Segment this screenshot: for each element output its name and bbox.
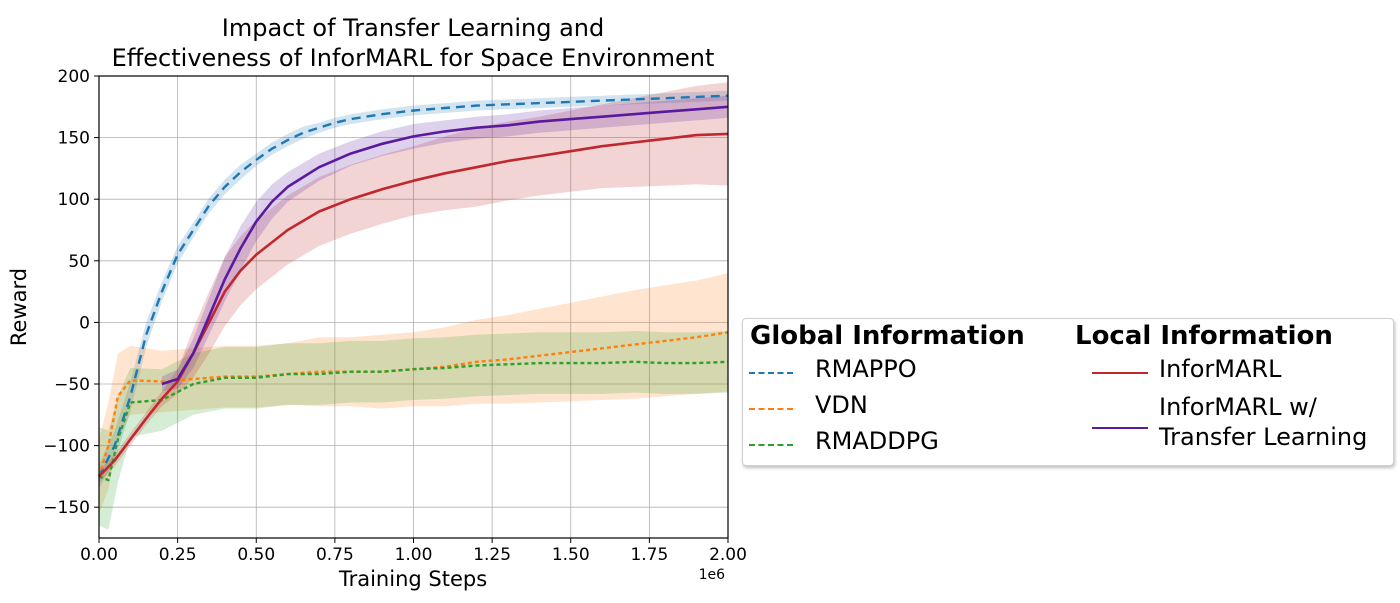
y-tick-label: −100 (43, 437, 90, 457)
y-tick-label: 150 (58, 129, 90, 149)
x-tick-label: 1.50 (552, 545, 590, 565)
x-tick-label: 0.25 (159, 545, 197, 565)
x-offset-label: 1e6 (699, 567, 726, 583)
legend-swatch-informarl (1092, 372, 1148, 374)
x-tick-label: 1.00 (395, 545, 433, 565)
series-line-rmappo (97, 94, 729, 477)
legend-label-informarl-tl-2: Transfer Learning (1159, 423, 1368, 451)
x-tick-label: 0.00 (80, 545, 118, 565)
x-tick-label: 0.75 (316, 545, 354, 565)
legend-label-vdn: VDN (815, 391, 868, 419)
confidence-bands (99, 82, 728, 530)
series-line-informarl-w-transfer-learning (161, 105, 729, 386)
x-tick-label: 1.25 (473, 545, 511, 565)
y-ticks: −150 −100 −50 0 50 100 150 200 (43, 67, 99, 518)
band-informarl (99, 82, 728, 483)
legend-swatch-rmappo (749, 372, 793, 374)
y-tick-label: −150 (43, 498, 90, 518)
x-tick-label: 1.75 (630, 545, 668, 565)
legend-title-local: Local Information (1075, 321, 1333, 351)
chart-title-line1: Impact of Transfer Learning and (222, 14, 605, 42)
y-tick-label: 50 (68, 252, 90, 272)
legend-title-global: Global Information (750, 321, 1025, 351)
x-axis-label: Training Steps (338, 567, 487, 591)
y-axis-label: Reward (7, 268, 31, 346)
legend-swatch-vdn (749, 408, 793, 410)
y-tick-label: 200 (58, 67, 90, 87)
x-ticks: 0.00 0.25 0.50 0.75 1.00 1.25 1.50 1.75 2.00 (80, 538, 747, 565)
y-tick-label: −50 (54, 375, 90, 395)
y-tick-label: 0 (79, 313, 90, 333)
band-informarl-w-transfer-learning (161, 95, 728, 392)
x-tick-label: 2.00 (709, 545, 747, 565)
chart-title-line2: Effectiveness of InforMARL for Space Env… (112, 44, 715, 72)
legend-swatch-rmaddpg (749, 444, 793, 446)
legend: Global Information Local Information RMA… (742, 318, 1394, 466)
y-tick-label: 100 (58, 190, 90, 210)
x-tick-label: 0.50 (237, 545, 275, 565)
legend-label-rmappo: RMAPPO (815, 355, 917, 383)
band-rmaddpg (99, 331, 728, 530)
series-line-informarl (98, 132, 729, 478)
legend-label-rmaddpg: RMADDPG (815, 427, 939, 455)
legend-swatch-informarl-tl (1092, 427, 1148, 429)
series-lines (97, 94, 729, 482)
legend-label-informarl: InforMARL (1159, 355, 1282, 383)
legend-label-informarl-tl-1: InforMARL w/ (1159, 393, 1317, 421)
band-vdn (99, 273, 728, 514)
